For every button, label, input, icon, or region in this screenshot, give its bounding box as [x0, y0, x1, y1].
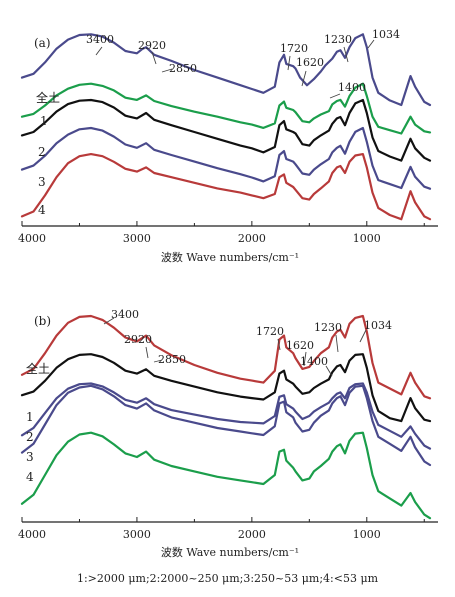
panel-a-series-2-line: [20, 98, 432, 162]
panel-b-series-2-line: [20, 382, 432, 450]
panel-a-x-ticks: 4000 3000 2000 1000: [18, 221, 425, 245]
panel-b-series-label: 2: [26, 430, 34, 444]
panel-a-label: (a): [34, 36, 51, 50]
panel-b-series-label: 全土: [26, 361, 50, 376]
panel-a-peak-leader: [95, 46, 103, 56]
panel-b-peak-leader: [153, 359, 163, 363]
panel-b-series-label: 3: [26, 450, 34, 464]
panel-a-series-label: 全土: [36, 90, 60, 105]
panel-b-peak-leader: [103, 317, 115, 325]
panel-b-series-whole-soil-line: [20, 314, 432, 400]
panel-b-peak-label: 1034: [364, 319, 392, 332]
panel-b-peak-leader: [303, 351, 307, 367]
panel-a-x-tick-label: 3000: [123, 232, 151, 245]
panel-a-peak-label: 1230: [324, 33, 352, 46]
panel-b-peak-leader: [335, 334, 339, 353]
panel-b-x-tick-label: 1000: [353, 528, 381, 541]
panel-b-peak-label: 1720: [256, 325, 284, 338]
panel-b-x-tick-label: 4000: [18, 528, 46, 541]
panel-b-series-labels: 全土 1 2 3 4: [26, 361, 50, 484]
panel-a-series-label: 1: [40, 114, 48, 128]
panel-a-series: [20, 33, 432, 221]
panel-a-peak-label: 1400: [338, 81, 366, 94]
panel-b-peak-label: 2850: [158, 353, 186, 366]
panel-b-peak-label: 3400: [111, 308, 139, 321]
panel-a-x-tick-label: 1000: [353, 232, 381, 245]
panel-b-series-label: 1: [26, 410, 34, 424]
panel-b-peak-leader: [359, 329, 367, 343]
panel-a-peak-label: 2920: [138, 39, 166, 52]
panel-b-peak-leader: [145, 346, 149, 359]
panel-b-series: [20, 314, 432, 520]
panel-b-x-ticks: 4000 3000 2000 1000: [18, 517, 425, 541]
panel-b-series-label: 4: [26, 470, 34, 484]
panel-b-x-tick-label: 2000: [238, 528, 266, 541]
figure-caption: 1:>2000 μm;2:2000~250 μm;3:250~53 μm;4:<…: [76, 572, 379, 585]
panel-a-series-3-line: [20, 126, 432, 190]
panel-b-series-3-line: [20, 384, 432, 467]
panel-b-peak-leader: [325, 365, 333, 377]
panel-b-x-tick-label: 3000: [123, 528, 151, 541]
panel-a-series-whole-soil-line: [20, 33, 432, 107]
panel-b-series-1-line: [20, 353, 432, 423]
panel-b-xlabel: 波数 Wave numbers/cm⁻¹: [161, 546, 299, 559]
panel-a-peak-label: 1034: [372, 28, 400, 41]
panel-b-label: (b): [34, 314, 51, 328]
panel-b-peak-label: 1230: [314, 321, 342, 334]
panel-a-x-tick-label: 2000: [238, 232, 266, 245]
panel-a-peak-leader: [161, 68, 173, 73]
panel-a-series-label: 3: [38, 175, 46, 189]
panel-b-peak-label: 1620: [286, 339, 314, 352]
panel-a-peak-leader: [287, 55, 291, 71]
panel-a-peak-label: 1720: [280, 42, 308, 55]
panel-a-series-label: 2: [38, 145, 46, 159]
panel-a-peak-leader: [367, 39, 375, 49]
panel-a-peak-leader: [151, 51, 157, 65]
panel-b-peak-label: 2920: [124, 333, 152, 346]
panel-a-series-label: 4: [38, 203, 46, 217]
panel-a-peak-label: 1620: [296, 56, 324, 69]
panel-b-peak-label: 1400: [300, 355, 328, 368]
panel-a-peak-label: 3400: [86, 33, 114, 46]
panel-a-peak-leader: [329, 93, 341, 99]
panel-b-peak-leader: [277, 338, 281, 351]
panel-a-x-tick-label: 4000: [18, 232, 46, 245]
panel-a-series-1-line: [20, 82, 432, 135]
panel-a-peak-label: 2850: [169, 62, 197, 75]
panel-a-peak-leader: [301, 70, 307, 87]
panel-a-xlabel: 波数 Wave numbers/cm⁻¹: [161, 251, 299, 264]
panel-a-series-4-line: [20, 153, 432, 221]
panel-a-series-labels: 全土 1 2 3 4: [36, 90, 60, 217]
panel-b-series-4-line: [20, 431, 432, 520]
panel-a-peak-leader: [343, 46, 349, 63]
